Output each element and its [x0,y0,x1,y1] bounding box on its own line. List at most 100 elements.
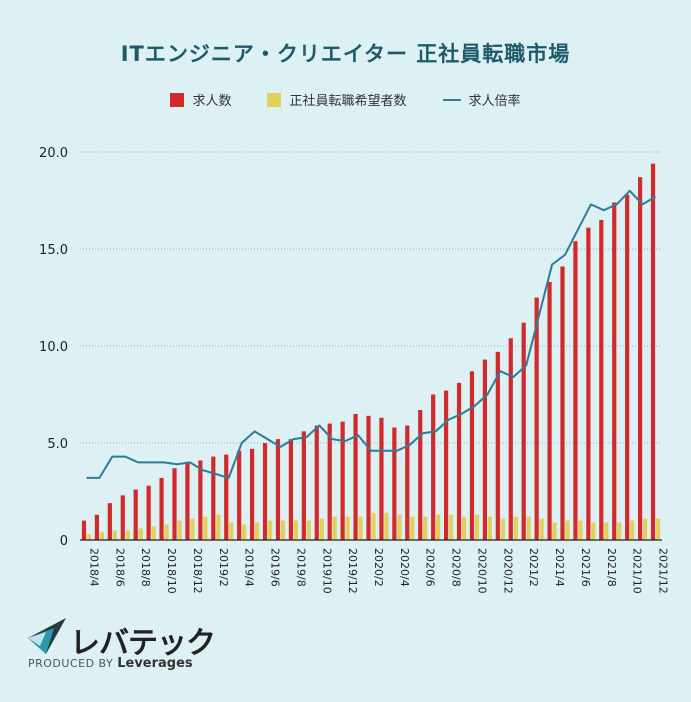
bar-jobs [185,462,190,540]
legend-item-ratio: 求人倍率 [442,90,521,109]
bar-seekers [358,516,363,540]
legend-item-jobs: 求人数 [170,90,231,109]
bar-jobs [159,477,164,540]
line-ratio [86,189,657,479]
bar-seekers [423,516,428,540]
y-tick-label: 20.0 [39,146,68,161]
bar-jobs [625,194,630,540]
bar-jobs [456,382,462,540]
bar-seekers [99,532,104,540]
legend-label-seekers: 正社員転職希望者数 [289,94,407,109]
bar-jobs [418,410,423,540]
bar-seekers [164,524,169,540]
x-tick-label: 2021/12 [657,548,670,594]
y-tick-label: 10.0 [39,340,68,355]
bar-jobs [495,351,500,540]
bar-seekers [617,522,622,540]
bar-jobs [94,514,99,540]
y-tick-label: 0 [60,534,68,549]
bar-jobs [262,443,268,540]
leverages-logo: レバテック PRODUCED BY Leverages [26,616,246,676]
bar-jobs [172,468,177,540]
bar-jobs [211,456,216,540]
bar-jobs [482,359,487,540]
bar-jobs [327,423,332,540]
bar-seekers [397,514,402,540]
bar-jobs [586,227,591,540]
bar-seekers [345,516,350,540]
bar-seekers [513,516,518,540]
legend-item-seekers: 正社員転職希望者数 [267,90,407,109]
x-tick-label: 2020/8 [450,548,463,587]
bar-jobs [107,503,112,540]
x-tick-label: 2021/6 [579,548,592,587]
x-tick-label: 2018/10 [165,548,178,594]
x-tick-label: 2019/8 [294,548,307,587]
bar-seekers [578,520,583,540]
bar-jobs [198,460,203,540]
bar-seekers [138,528,143,540]
legend-swatch-seekers [267,92,282,107]
x-tick-label: 2021/2 [527,548,540,587]
bar-seekers [591,522,596,540]
bar-seekers [319,518,324,540]
bar-jobs [612,202,617,540]
x-tick-label: 2020/10 [475,548,488,594]
x-tick-label: 2021/10 [631,548,644,594]
legend-label-jobs: 求人数 [192,94,232,109]
x-tick-label: 2020/2 [372,548,385,587]
bar-jobs [392,427,397,540]
bar-jobs [120,495,125,540]
chart-title: ITエンジニア・クリエイター 正社員転職市場 [120,42,571,66]
bar-seekers [151,526,156,540]
x-tick-label: 2020/6 [424,548,437,587]
bar-jobs [353,413,358,540]
legend-swatch-ratio [442,98,461,101]
chart-legend: 求人数 正社員転職希望者数 求人倍率 [0,90,691,109]
bar-jobs [237,450,242,540]
leverages-logo-mark-icon [28,618,66,654]
bar-jobs [431,394,436,540]
bar-jobs [508,338,513,540]
bar-jobs [534,297,539,540]
bar-seekers [177,520,182,540]
bar-seekers [229,522,234,540]
bar-seekers [384,512,389,540]
bar-seekers [190,518,195,540]
y-tick-label: 5.0 [47,437,68,452]
x-tick-label: 2021/4 [553,548,566,587]
bar-jobs [340,421,345,540]
bar-seekers [267,520,273,540]
bar-seekers [487,516,492,540]
bar-seekers [280,520,286,540]
bar-jobs [547,281,552,540]
logo-brand: Leverages [117,656,193,671]
bar-jobs [133,489,138,540]
bar-jobs [444,390,449,540]
logo-produced-by: PRODUCED BY Leverages [28,656,193,671]
x-tick-label: 2020/4 [398,548,411,587]
bar-jobs [275,439,281,540]
bar-seekers [604,522,609,540]
bar-seekers [242,524,247,540]
y-tick-label: 15.0 [39,243,68,258]
logo-produced-label: PRODUCED BY [28,657,114,670]
bar-jobs [288,439,293,540]
bar-seekers [86,534,92,540]
bar-seekers [203,516,208,540]
bar-jobs [379,417,384,540]
bar-seekers [410,516,415,540]
bar-seekers [539,518,544,540]
bar-jobs [560,266,565,540]
x-tick-label: 2019/12 [346,548,359,594]
bar-seekers [371,512,376,540]
bar-seekers [630,520,635,540]
bar-jobs [250,448,255,540]
bar-seekers [526,516,531,540]
bar-seekers [293,520,298,540]
bar-seekers [436,514,441,540]
bar-seekers [112,530,117,540]
x-tick-label: 2018/6 [113,548,126,587]
legend-label-ratio: 求人倍率 [468,94,521,109]
